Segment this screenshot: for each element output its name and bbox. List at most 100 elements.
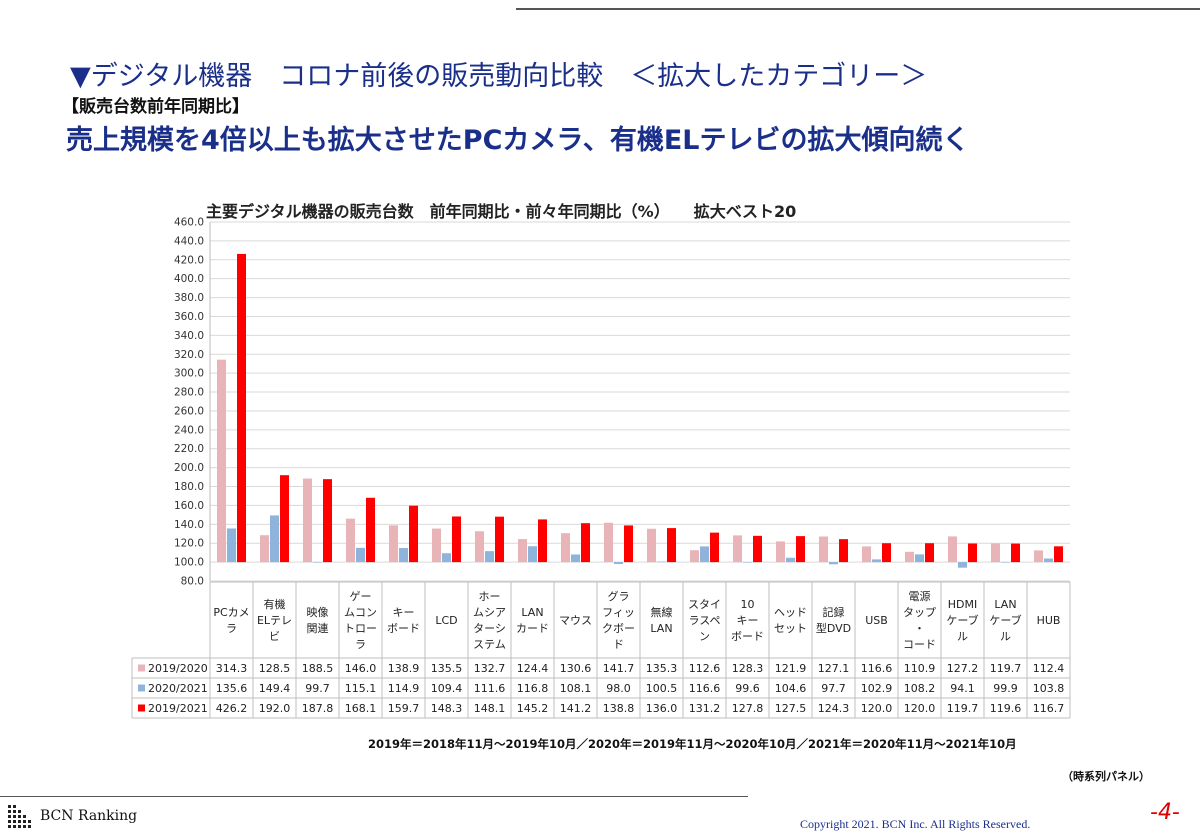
brand: BCN Ranking (6, 800, 137, 832)
legend-label: 2020/2021 (148, 682, 208, 695)
category-label: ELテレ (257, 614, 292, 627)
table-value: 426.2 (216, 702, 248, 715)
chart-title: 主要デジタル機器の販売台数 前年同期比・前々年同期比（%） 拡大ベスト20 (206, 202, 797, 221)
table-value: 97.7 (821, 682, 846, 695)
table-value: 121.9 (775, 662, 807, 675)
bar (366, 497, 375, 563)
y-tick-label: 180.0 (174, 481, 204, 493)
category-label: ラ (355, 638, 366, 651)
bar (991, 543, 1000, 563)
table-value: 159.7 (388, 702, 420, 715)
bar (604, 522, 613, 563)
category-label: セット (774, 622, 807, 635)
bar (690, 550, 699, 563)
category-label: クボー (602, 622, 635, 635)
bar (528, 546, 537, 563)
category-label: ラスペ (688, 614, 720, 627)
table-value: 99.6 (735, 682, 760, 695)
table-value: 108.2 (904, 682, 936, 695)
bar (700, 546, 709, 563)
bar (432, 528, 441, 563)
bar (389, 525, 398, 563)
category-label: LAN (521, 606, 543, 619)
table-value: 124.4 (517, 662, 549, 675)
category-label: 無線 (651, 605, 673, 619)
category-label: LAN (650, 622, 672, 635)
table-value: 127.8 (732, 702, 764, 715)
table-value: 146.0 (345, 662, 377, 675)
bar (485, 551, 494, 563)
category-label: タップ (903, 606, 936, 619)
table-value: 108.1 (560, 682, 592, 695)
legend-swatch (138, 684, 145, 692)
category-label: グラ (608, 589, 630, 603)
table-value: 188.5 (302, 662, 334, 675)
bar (882, 543, 891, 563)
table-value: 115.1 (345, 682, 377, 695)
category-label: LCD (435, 614, 457, 627)
table-value: 192.0 (259, 702, 291, 715)
table-value: 120.0 (904, 702, 936, 715)
category-label: コード (903, 638, 936, 651)
category-label: 電源 (909, 589, 931, 603)
slide-title: ▼デジタル機器 コロナ前後の販売動向比較 ＜拡大したカテゴリー＞ (70, 61, 928, 92)
copyright: Copyright 2021. BCN Inc. All Rights Rese… (800, 817, 1031, 831)
bar (1054, 546, 1063, 563)
table-value: 119.7 (990, 662, 1022, 675)
bar (915, 554, 924, 563)
table-value: 128.3 (732, 662, 764, 675)
table-value: 135.5 (431, 662, 463, 675)
table-value: 127.2 (947, 662, 979, 675)
table-value: 116.8 (517, 682, 549, 695)
y-tick-label: 260.0 (174, 405, 204, 417)
y-tick-label: 140.0 (174, 519, 204, 531)
table-value: 135.6 (216, 682, 248, 695)
category-label: ・ (914, 622, 925, 635)
table-value: 132.7 (474, 662, 506, 675)
table-value: 127.1 (818, 662, 850, 675)
bar (356, 547, 365, 563)
y-tick-label: 380.0 (174, 292, 204, 304)
bar (475, 531, 484, 563)
category-label: HDMI (948, 598, 977, 611)
table-value: 141.7 (603, 662, 635, 675)
bar (657, 561, 666, 563)
bar (948, 536, 957, 563)
table-value: 116.6 (689, 682, 721, 695)
table-value: 103.8 (1033, 682, 1065, 695)
category-label: キー (393, 606, 415, 619)
page-number: -4- (1150, 800, 1180, 825)
category-label: 映像 (307, 606, 329, 619)
brand-name: BCN Ranking (40, 808, 138, 824)
category-label: キー (737, 614, 759, 627)
table-value: 127.5 (775, 702, 807, 715)
y-tick-label: 340.0 (174, 330, 204, 342)
y-tick-label: 200.0 (174, 462, 204, 474)
table-value: 94.1 (950, 682, 975, 695)
y-tick-label: 440.0 (174, 235, 204, 247)
y-tick-label: 240.0 (174, 424, 204, 436)
table-value: 98.0 (606, 682, 631, 695)
bar (409, 505, 418, 563)
top-rule (516, 8, 1200, 10)
legend-swatch (138, 704, 145, 712)
bar (346, 518, 355, 563)
table-value: 138.9 (388, 662, 420, 675)
table-value: 119.7 (947, 702, 979, 715)
bar (442, 553, 451, 563)
y-tick-label: 320.0 (174, 349, 204, 361)
category-label: カード (516, 622, 549, 635)
bar (571, 554, 580, 563)
bar (452, 516, 461, 563)
bar (958, 562, 967, 568)
table-value: 148.3 (431, 702, 463, 715)
bar (839, 539, 848, 563)
category-label: USB (865, 614, 888, 627)
table-value: 112.6 (689, 662, 721, 675)
table-value: 145.2 (517, 702, 549, 715)
bar (1001, 562, 1010, 563)
bar (237, 253, 246, 563)
table-value: 114.9 (388, 682, 420, 695)
table-value: 102.9 (861, 682, 893, 695)
